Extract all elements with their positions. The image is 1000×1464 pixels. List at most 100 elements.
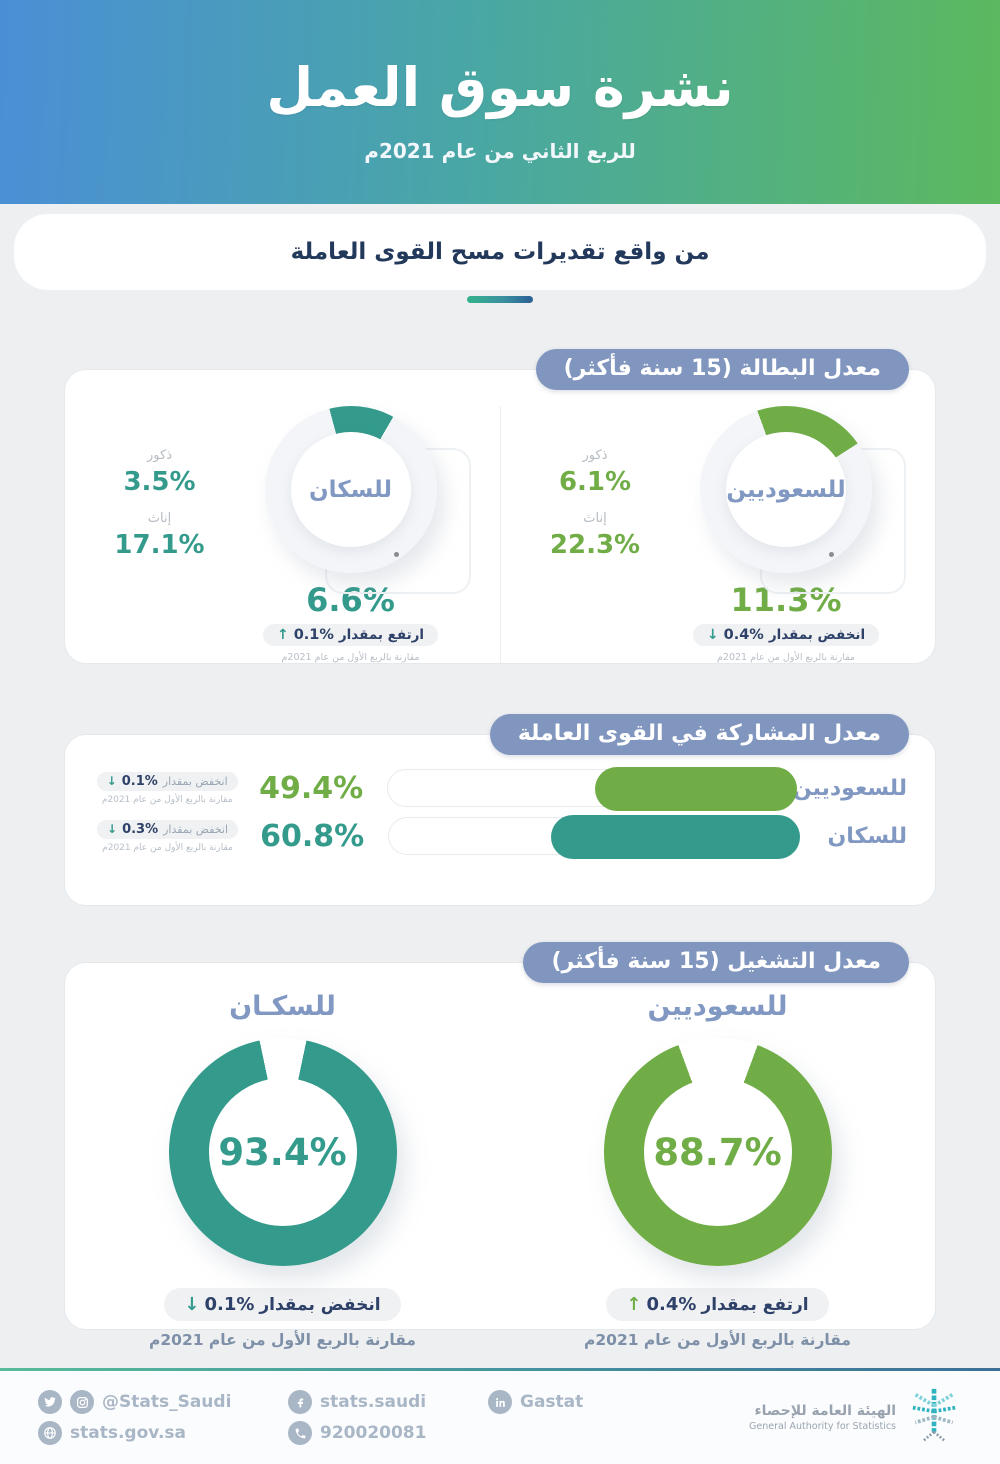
employment-saudis-donut: 88.7% [603,1038,832,1266]
instagram-icon [70,1390,94,1414]
compare-note: مقارنة بالربع الأول من عام 2021م [717,652,855,663]
accent-dash [467,296,533,303]
org-name-english: General Authority for Statistics [749,1421,896,1432]
change-badge: انخفض بمقدار 0.3% ↓ [97,819,239,839]
unemployment-section-title: معدل البطالة (15 سنة فأكثر) [535,349,909,390]
males-label: ذكور [147,447,172,463]
change-value: 0.1% [293,627,334,643]
palm-logo-icon [906,1385,962,1451]
males-value: 6.1% [558,466,632,497]
compare-note: مقارنة بالربع الأول من عام 2021م [149,1331,416,1349]
compare-note: مقارنة بالربع الأول من عام 2021م [102,842,233,853]
change-value: 0.4% [646,1294,697,1315]
females-label: إناث [147,510,172,526]
arrow-down-icon: ↓ [706,627,719,643]
bar-fill-population [550,815,800,859]
participation-row-saudis: للسعوديين 49.4% انخفض بمقدار 0.1% ↓ مقار… [85,767,907,811]
footer: @Stats_Saudi stats.saudi Gastat [0,1368,1000,1464]
females-value: 17.1% [114,529,205,560]
social-twitter-instagram: @Stats_Saudi [38,1390,288,1414]
arrow-down-icon: ↓ [106,774,117,788]
social-linkedin: Gastat [488,1390,628,1414]
change-label: انخفض بمقدار [163,822,229,836]
bar-track [388,815,800,859]
unemployment-population-value: 6.6% [306,581,395,619]
website-url: stats.gov.sa [70,1423,187,1443]
unemployment-saudis-value: 11.3% [730,581,842,619]
change-badge: انخفض بمقدار 0.1% ↓ [96,771,238,791]
phone-icon [288,1421,312,1445]
change-label: انخفض بمقدار [768,627,866,643]
org-name-arabic: الهيئة العامة للإحصاء [754,1403,896,1419]
employment-card: معدل التشغيل (15 سنة فأكثر) للسعوديين 88… [64,942,936,1349]
facebook-icon [288,1390,312,1414]
arrow-down-icon: ↓ [107,822,118,836]
males-value: 3.5% [123,466,196,497]
change-label: ارتفع بمقدار [701,1294,809,1315]
participation-card: معدل المشاركة في القوى العاملة للسعوديين… [64,714,936,906]
linkedin-handle: Gastat [520,1392,584,1412]
compare-note: مقارنة بالربع الأول من عام 2021م [584,1331,851,1349]
participation-row-population: للسكان 60.8% انخفض بمقدار 0.3% ↓ مقارنة … [85,815,907,859]
gender-stats: ذكور 3.5% إناث 17.1% [105,406,215,663]
change-badge: ارتفع بمقدار 0.4% ↑ [606,1288,829,1321]
linkedin-icon [488,1390,512,1414]
donut-center-label: للسعوديين [726,476,846,503]
gender-stats: ذكور 6.1% إناث 22.3% [540,406,650,663]
website-link: stats.gov.sa [38,1421,288,1445]
social-handle: @Stats_Saudi [102,1392,232,1412]
facebook-handle: stats.saudi [320,1392,427,1412]
row-value: 60.8% [260,818,365,854]
donut-center-label: للسكان [308,476,393,503]
page-subtitle: للربع الثاني من عام 2021م [364,138,636,163]
phone-number: 920020081 [320,1423,427,1443]
arrow-up-icon: ↑ [626,1294,642,1315]
change-value: 0.1% [121,773,158,789]
change-badge: انخفض بمقدار 0.1% ↓ [164,1288,401,1321]
gastat-logo: الهيئة العامة للإحصاء General Authority … [749,1385,962,1451]
employment-section-title: معدل التشغيل (15 سنة فأكثر) [523,942,909,983]
unemployment-population-donut: للسكان [264,406,437,573]
bar-fill-saudis [595,767,797,811]
change-label: ارتفع بمقدار [338,627,425,643]
source-banner-text: من واقع تقديرات مسح القوى العاملة [290,239,710,265]
change-value: 0.4% [723,627,764,643]
globe-icon [38,1421,62,1445]
change-badge: انخفض بمقدار 0.4% ↓ [692,624,880,646]
unemployment-card: معدل البطالة (15 سنة فأكثر) للسعوديين 11… [64,349,936,664]
females-value: 22.3% [549,529,641,560]
decorative-dot [393,552,399,557]
change-badge: ارتفع بمقدار 0.1% ↑ [262,624,439,646]
employment-saudis-value: 88.7% [653,1130,782,1174]
compare-note: مقارنة بالربع الأول من عام 2021م [281,652,420,663]
unemployment-saudis-donut: للسعوديين [700,406,872,573]
females-label: إناث [583,510,607,526]
row-label: للسعوديين [792,775,907,801]
change-label: انخفض بمقدار [259,1294,381,1315]
unemployment-population-panel: للسكان 6.6% ارتفع بمقدار 0.1% ↑ مقارنة ب… [65,406,500,663]
employment-population-donut: 93.4% [168,1038,397,1266]
header-hero: نشرة سوق العمل للربع الثاني من عام 2021م [0,0,1000,204]
footer-accent-line [0,1368,1000,1371]
compare-note: مقارنة بالربع الأول من عام 2021م [101,794,233,805]
panel-label: للسعوديين [647,991,788,1022]
males-label: ذكور [582,447,608,463]
employment-saudis-panel: للسعوديين 88.7% ارتفع بمقدار 0.4% ↑ مقار… [500,991,935,1349]
bar-track [387,767,797,811]
employment-population-value: 93.4% [218,1130,347,1174]
employment-population-panel: للسكـان 93.4% انخفض بمقدار 0.1% ↓ مقارنة… [65,991,500,1349]
change-label: انخفض بمقدار [162,774,228,788]
arrow-down-icon: ↓ [184,1294,200,1315]
change-value: 0.1% [204,1294,255,1315]
twitter-icon [38,1390,62,1414]
decorative-dot [829,552,834,557]
change-value: 0.3% [122,821,159,837]
page-title: نشرة سوق العمل [266,55,734,119]
row-label: للسكان [827,823,907,849]
social-links: @Stats_Saudi stats.saudi Gastat [38,1390,628,1445]
participation-section-title: معدل المشاركة في القوى العاملة [489,714,909,755]
unemployment-saudis-panel: للسعوديين 11.3% انخفض بمقدار 0.4% ↓ مقار… [500,406,935,663]
source-banner: من واقع تقديرات مسح القوى العاملة [14,214,986,290]
row-value: 49.4% [259,770,364,806]
